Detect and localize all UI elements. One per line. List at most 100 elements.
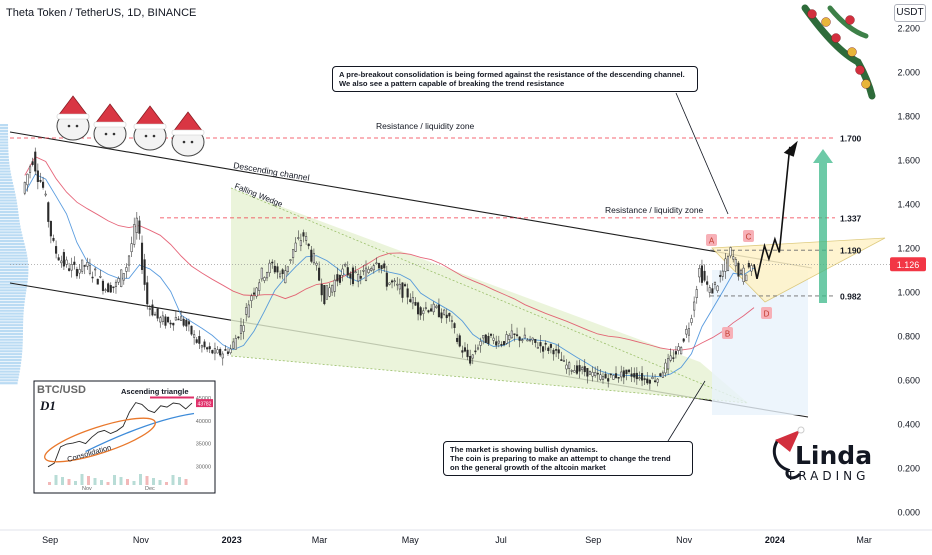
candle-body bbox=[174, 316, 177, 321]
candle-body bbox=[349, 273, 352, 279]
candle-body bbox=[289, 259, 292, 261]
candle-body bbox=[182, 318, 185, 326]
candle-body bbox=[237, 336, 240, 339]
santa-hat-icon bbox=[775, 430, 800, 452]
y-tick-label: 1.000 bbox=[897, 288, 920, 298]
candle-body bbox=[594, 372, 597, 377]
price-axis: 2.200 2.000 1.800 1.600 1.400 1.200 1.000 0.800… bbox=[42, 24, 926, 545]
candle-body bbox=[523, 334, 526, 339]
candle-body bbox=[690, 318, 693, 323]
volume-profile-bar bbox=[0, 269, 29, 272]
candle-body bbox=[224, 349, 227, 351]
logo-word-top: Linda bbox=[795, 441, 872, 470]
y-tick-label: 2.200 bbox=[897, 24, 920, 34]
candle-body bbox=[515, 334, 519, 336]
candle-body bbox=[586, 367, 589, 377]
candle-body bbox=[654, 380, 657, 382]
volume-profile-bar bbox=[0, 228, 22, 231]
volume-profile-bar bbox=[0, 208, 18, 211]
wave-label: B bbox=[725, 330, 730, 339]
volume-profile-bar bbox=[0, 126, 9, 130]
wave-label: C bbox=[746, 233, 752, 242]
candle-body bbox=[747, 263, 750, 268]
candle-body bbox=[159, 317, 162, 323]
volume-profile-bar bbox=[0, 170, 11, 173]
candle-body bbox=[310, 249, 313, 262]
volume-profile-bar bbox=[0, 274, 29, 277]
candle-body bbox=[633, 373, 636, 378]
x-tick-label: Mar bbox=[312, 535, 328, 545]
volume-profile-bar bbox=[0, 263, 29, 266]
candle-body bbox=[588, 370, 592, 375]
candle-body bbox=[161, 315, 164, 323]
level-label: 1.700 bbox=[840, 134, 862, 144]
volume-profile-bar bbox=[0, 315, 24, 318]
candle-body bbox=[247, 304, 250, 318]
candle-body bbox=[401, 282, 404, 298]
candle-body bbox=[627, 369, 631, 373]
y-tick-label: 1.800 bbox=[897, 112, 920, 122]
candle-body bbox=[65, 259, 68, 265]
y-tick-label: 0.400 bbox=[897, 420, 920, 430]
volume-profile-bar bbox=[0, 190, 15, 193]
candle-body bbox=[70, 264, 73, 271]
candle-body bbox=[297, 237, 300, 239]
candle-body bbox=[307, 243, 310, 247]
candle-body bbox=[505, 334, 508, 344]
candle-body bbox=[36, 170, 39, 182]
candle-body bbox=[417, 302, 420, 315]
inset-volume-bar bbox=[126, 479, 129, 485]
candle-body bbox=[497, 340, 500, 344]
volume-profile-bar bbox=[0, 237, 24, 240]
candle-body bbox=[620, 371, 623, 378]
candle-body bbox=[305, 236, 308, 241]
candle-body bbox=[273, 265, 276, 273]
inset-volume-bar bbox=[80, 474, 84, 485]
cat-eye bbox=[190, 140, 194, 144]
candle-body bbox=[83, 265, 86, 267]
inset-volume-bar bbox=[178, 477, 181, 485]
candle-body bbox=[346, 267, 349, 276]
candle-body bbox=[734, 259, 737, 267]
candle-body bbox=[643, 378, 646, 380]
volume-profile-bar bbox=[0, 271, 29, 275]
inset-volume-bar bbox=[54, 475, 58, 485]
candle-body bbox=[502, 341, 506, 345]
inset-volume-bar bbox=[93, 478, 97, 485]
candle-body bbox=[265, 272, 269, 279]
current-price-tag bbox=[890, 257, 926, 272]
candle-body bbox=[239, 325, 243, 334]
candle-body bbox=[367, 269, 370, 273]
candle-body bbox=[281, 269, 284, 274]
candle-body bbox=[614, 373, 618, 378]
inset-volume-bar bbox=[74, 481, 77, 485]
candle-body bbox=[562, 360, 565, 362]
x-tick-label: Nov bbox=[676, 535, 693, 545]
inset-volume-bar bbox=[139, 474, 142, 485]
wave-badge bbox=[743, 230, 754, 242]
candle-body bbox=[422, 310, 425, 314]
callout-bottom-line: The coin is preparing to make an attempt… bbox=[450, 454, 671, 463]
volume-profile-bar bbox=[0, 266, 29, 269]
candle-body bbox=[62, 252, 65, 267]
volume-profile-bar bbox=[0, 358, 22, 362]
santa-hat-band bbox=[133, 123, 167, 130]
volume-profile-bar bbox=[0, 298, 26, 301]
candle-body bbox=[328, 287, 331, 297]
santa-hat-band bbox=[171, 129, 205, 136]
volume-profile-bar bbox=[0, 184, 14, 188]
candle-body bbox=[153, 313, 157, 316]
currency-badge[interactable]: USDT bbox=[894, 4, 926, 22]
candle-body bbox=[200, 345, 203, 348]
candle-body bbox=[177, 318, 180, 321]
candle-body bbox=[682, 338, 685, 342]
candle-body bbox=[437, 304, 440, 318]
volume-profile-bar bbox=[0, 382, 18, 385]
candle-body bbox=[604, 373, 607, 379]
candle-body bbox=[198, 336, 201, 344]
candle-body bbox=[279, 273, 282, 278]
y-tick-label: 0.000 bbox=[897, 508, 920, 518]
candle-body bbox=[448, 312, 451, 317]
candle-body bbox=[411, 297, 414, 304]
x-tick-label: Mar bbox=[856, 535, 872, 545]
